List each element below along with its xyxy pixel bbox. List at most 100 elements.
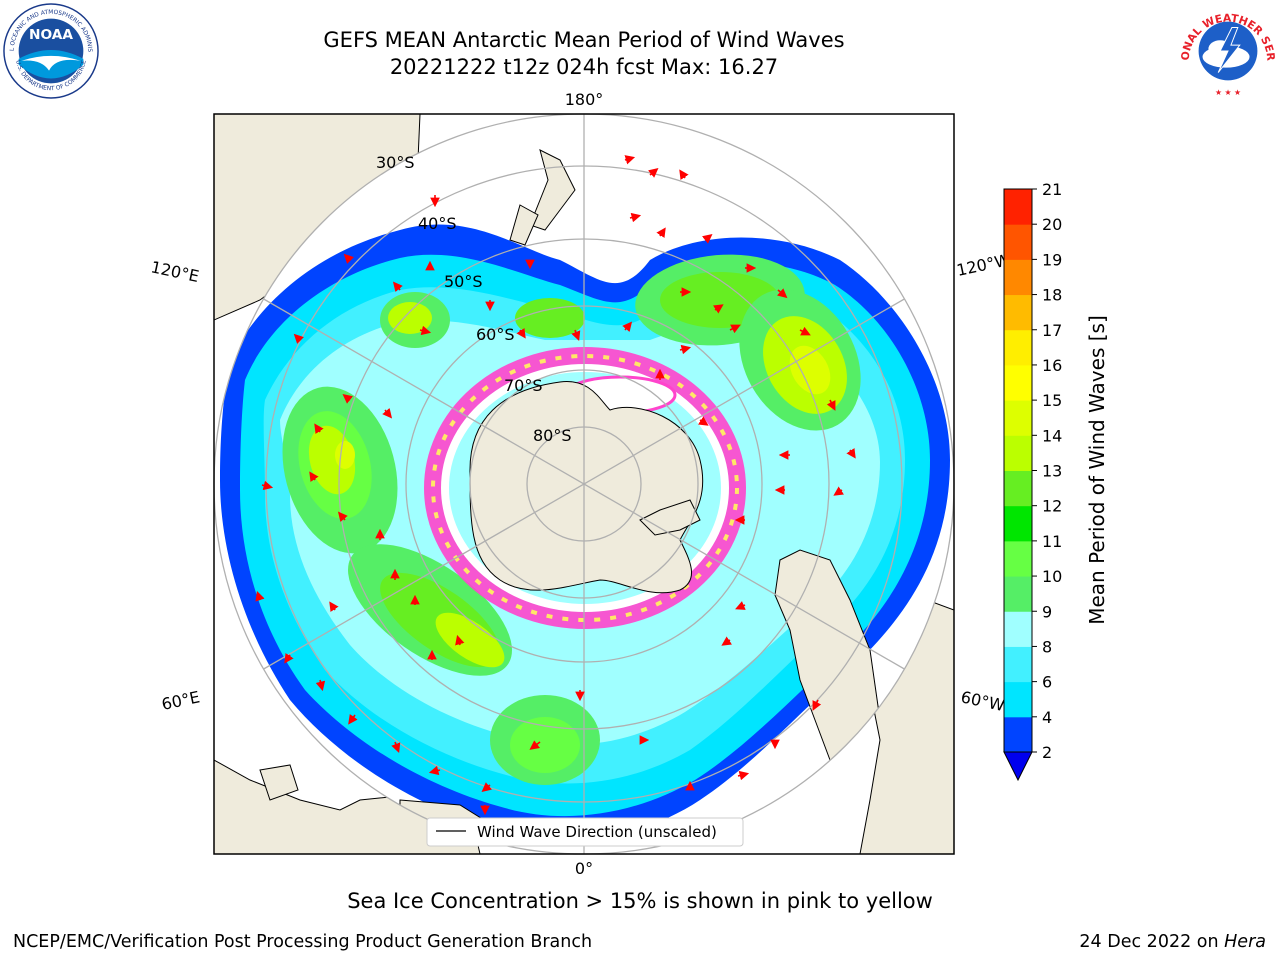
lat-label-50s: 50°S [444, 272, 483, 291]
lon-label-120e: 120°E [149, 257, 201, 286]
nws-logo: NATIONAL WEATHER SERVICE ★ ★ ★ [1176, 2, 1277, 97]
colorbar-tick-label: 20 [1042, 215, 1062, 234]
antarctic-peninsula [639, 499, 701, 536]
arrow [729, 324, 741, 334]
sea-ice-ring [424, 347, 746, 629]
arrow [391, 741, 401, 753]
arrow [698, 416, 709, 426]
colorbar-tick-label: 16 [1042, 356, 1062, 375]
colorbar-segment [1004, 400, 1032, 436]
arrow [737, 770, 750, 781]
colorbar-extend-arrow [1003, 751, 1033, 782]
arrow [571, 329, 581, 341]
lat-label-80s: 80°S [533, 426, 572, 445]
colorbar-segment [1004, 646, 1032, 683]
arrow [314, 423, 324, 434]
arrow [343, 253, 354, 264]
footer-credit: NCEP/EMC/Verification Post Processing Pr… [13, 932, 593, 952]
arrow [812, 699, 822, 711]
colorbar-segment [1004, 611, 1032, 647]
arrow [826, 399, 836, 411]
lon-label-60e: 60°E [160, 687, 202, 714]
arrow [455, 634, 465, 646]
arrow [679, 169, 689, 180]
arrow [846, 448, 856, 459]
sea-ice-note: Sea Ice Concentration > 15% is shown in … [347, 889, 933, 913]
colorbar-tick-label: 2 [1042, 743, 1052, 762]
lon-label-0: 0° [575, 859, 593, 878]
arrow [624, 155, 636, 165]
colorbar-segment [1004, 470, 1032, 507]
arrow [348, 714, 358, 725]
arrow [622, 321, 633, 332]
lat-label-60s: 60°S [476, 325, 515, 344]
arrow [309, 471, 319, 482]
noaa-logo: NOAA NATIONAL OCEANIC AND ATMOSPHERIC AD… [2, 2, 99, 99]
lon-label-180: 180° [565, 90, 604, 109]
arrow [428, 765, 441, 776]
arrow [284, 653, 294, 664]
arrow [702, 234, 713, 244]
arrow [713, 304, 724, 314]
arrow [629, 212, 642, 223]
wind-wave-arrows [255, 155, 856, 816]
arrow [392, 281, 403, 292]
footer-date: 24 Dec 2022 on Hera [1079, 932, 1266, 952]
colorbar-tick-label: 17 [1042, 321, 1062, 340]
arrow [516, 328, 526, 339]
colorbar-tick-label: 15 [1042, 391, 1062, 410]
colorbar-label: Mean Period of Wind Waves [s] [1085, 315, 1109, 625]
colorbar-segment [1004, 189, 1032, 225]
arrow [255, 590, 265, 602]
arrow [735, 601, 746, 610]
arrow [342, 394, 353, 404]
arrow [261, 480, 274, 491]
lat-label-30s: 30°S [376, 153, 415, 172]
lon-label-60w: 60°W [959, 687, 1006, 715]
noaa-logo-text: NOAA [29, 27, 73, 43]
colorbar-segment [1004, 329, 1032, 366]
colorbar-tick-label: 9 [1042, 602, 1052, 621]
colorbar-tick-label: 14 [1042, 426, 1062, 445]
colorbar-segment [1004, 576, 1032, 612]
colorbar-segment [1004, 681, 1032, 718]
svg-text:★ ★ ★: ★ ★ ★ [1215, 88, 1241, 97]
chart-subtitle: 20221222 t12z 024h fcst Max: 16.27 [389, 55, 779, 79]
colorbar-tick-label: 4 [1042, 708, 1052, 727]
direction-legend: Wind Wave Direction (unscaled) [426, 817, 744, 847]
colorbar-tick-label: 18 [1042, 286, 1062, 305]
arrow [315, 679, 326, 692]
arrow [777, 288, 788, 299]
colorbar: 21 20 19 18 17 16 15 14 13 12 11 10 9 8 6 4 2 [1003, 180, 1062, 782]
colorbar-segment [1004, 259, 1032, 296]
arrow [329, 601, 339, 612]
colorbar-segment [1004, 716, 1032, 753]
legend-label: Wind Wave Direction (unscaled) [477, 823, 717, 841]
colorbar-segment [1004, 505, 1032, 542]
lat-label-70s: 70°S [504, 376, 543, 395]
colorbar-segment [1004, 364, 1032, 401]
colorbar-segment [1004, 435, 1032, 471]
arrow [656, 227, 666, 238]
arrow [833, 486, 844, 496]
footer-machine: Hera [1224, 932, 1266, 952]
arrow [337, 511, 348, 522]
arrow [293, 333, 304, 344]
colorbar-tick-label: 21 [1042, 180, 1062, 199]
colorbar-tick-label: 8 [1042, 637, 1052, 656]
arrow [419, 325, 432, 336]
map-frame [213, 113, 955, 855]
colorbar-tick-label: 6 [1042, 673, 1052, 692]
arrow [648, 167, 659, 178]
graticule [214, 114, 954, 854]
colorbar-tick-label: 13 [1042, 462, 1062, 481]
colorbar-tick-label: 19 [1042, 250, 1062, 269]
chart-title: GEFS MEAN Antarctic Mean Period of Wind … [323, 28, 845, 52]
arrow [721, 636, 732, 646]
arrow [481, 782, 492, 793]
arrow [799, 326, 811, 336]
arrow [382, 408, 393, 419]
colorbar-tick-label: 12 [1042, 497, 1062, 516]
arrow [529, 740, 541, 750]
